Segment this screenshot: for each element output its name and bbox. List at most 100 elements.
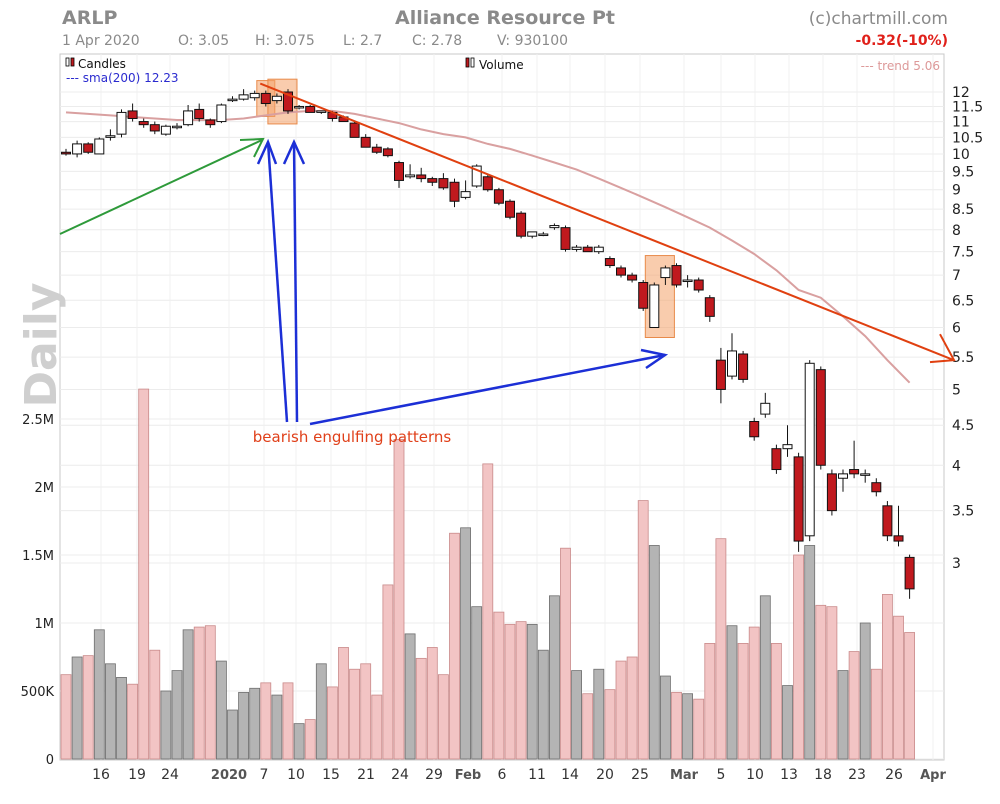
- candlestick: [882, 501, 893, 542]
- price-tick-label: 5.5: [952, 350, 974, 366]
- candlestick: [94, 137, 105, 155]
- volume-bar: [848, 651, 860, 760]
- volume-bar: [71, 656, 83, 760]
- candle-body: [849, 469, 860, 475]
- candle-body: [416, 174, 427, 180]
- candle-body: [183, 110, 194, 126]
- high-label: H: 3.075: [255, 33, 315, 49]
- price-tick-label: 10.5: [952, 130, 983, 146]
- volume-bar: [504, 623, 516, 760]
- date-tick-label: 2020: [211, 768, 247, 783]
- candle-body: [671, 265, 682, 286]
- candlestick: [216, 103, 227, 124]
- trend-line: [259, 82, 955, 362]
- candlestick: [371, 143, 382, 154]
- candlestick: [127, 103, 138, 122]
- candlestick: [904, 554, 915, 599]
- volume-bar: [571, 670, 582, 760]
- timeframe-side-label: Daily: [16, 282, 67, 407]
- candle-body: [83, 143, 94, 153]
- price-tick-label: 9.5: [952, 164, 974, 180]
- date-tick-label: 24: [161, 767, 179, 783]
- candlestick: [493, 187, 504, 206]
- candlestick: [405, 164, 416, 179]
- volume-bar: [648, 545, 660, 760]
- candlestick: [105, 129, 116, 141]
- volume-bar: [804, 545, 816, 760]
- candle-body: [249, 92, 260, 99]
- candle-body: [693, 279, 704, 291]
- candlestick: [382, 147, 393, 158]
- candlestick: [116, 109, 127, 138]
- candle-body: [449, 181, 460, 202]
- candle-body: [61, 151, 71, 155]
- candle-body: [360, 136, 371, 148]
- candle-body: [771, 448, 782, 471]
- price-axis: 3 3.5 4 4.5 5 5.5 6 6.5 7 7.5 8 8.5 9 9.51010.51111.5…: [952, 85, 983, 572]
- candle-body: [172, 125, 182, 129]
- price-tick-label: 4.5: [952, 418, 974, 434]
- candle-body: [860, 473, 871, 476]
- volume-bar: [160, 690, 172, 760]
- candle-body: [904, 556, 915, 590]
- date-tick-label: 24: [391, 767, 409, 783]
- candlestick: [194, 103, 205, 122]
- volume-bar: [138, 388, 150, 760]
- volume-bar: [704, 643, 716, 760]
- candlestick: [83, 142, 94, 154]
- candlestick: [249, 90, 260, 101]
- candlestick: [416, 167, 427, 183]
- candlestick: [571, 244, 582, 252]
- volume-bar: [604, 689, 616, 760]
- volume-bar: [116, 677, 127, 760]
- close-label: C: 2.78: [412, 33, 462, 49]
- candle-body: [738, 353, 749, 380]
- candle-body: [260, 92, 271, 105]
- date-tick-label: 25: [631, 767, 649, 783]
- candle-body: [627, 274, 638, 281]
- candle-body: [438, 178, 449, 189]
- volume-bar: [782, 685, 793, 760]
- volume-bar: [215, 660, 227, 760]
- candle-body: [460, 191, 471, 198]
- volume-bar: [593, 668, 605, 760]
- candle-body: [116, 111, 127, 135]
- date-tick-label: 29: [425, 767, 443, 783]
- candlestick: [749, 417, 760, 441]
- price-tick-label: 6: [952, 321, 961, 337]
- legend-candles-label: Candles: [78, 57, 126, 71]
- volume-tick-label: 1.5M: [22, 549, 54, 564]
- candlestick: [160, 124, 171, 136]
- legend-volume-icon-up: [470, 57, 475, 68]
- volume-bar: [893, 615, 904, 760]
- candlestick: [649, 282, 660, 329]
- candle-body: [127, 110, 138, 119]
- candlestick: [860, 469, 871, 483]
- arrowhead-icon: [282, 138, 306, 165]
- volume-bar: [460, 527, 472, 760]
- candle-body: [727, 350, 737, 377]
- annotation-arrows: [256, 138, 669, 426]
- volume-bar: [815, 604, 827, 760]
- volume-bar: [715, 538, 727, 760]
- volume-bar: [682, 693, 693, 760]
- price-tick-label: 5: [952, 382, 961, 398]
- candlestick: [438, 173, 449, 190]
- candle-body: [582, 246, 593, 253]
- candle-body: [804, 362, 815, 537]
- candle-body: [505, 200, 515, 218]
- volume-bar: [737, 643, 749, 760]
- volume-bar: [859, 622, 871, 760]
- candlestick: [682, 275, 693, 288]
- candlestick: [715, 347, 726, 404]
- trend-arrowhead-icon: [929, 333, 956, 364]
- volume-bar: [349, 668, 361, 760]
- volume-bar: [826, 606, 838, 760]
- annotation-text: bearish engulfing patterns: [253, 428, 452, 446]
- candle-body: [715, 359, 726, 390]
- volume-bar: [182, 629, 194, 760]
- candle-body: [138, 121, 149, 126]
- low-label: L: 2.7: [343, 33, 382, 49]
- volume-bar: [260, 682, 272, 760]
- legend-volume-icon: [465, 57, 470, 68]
